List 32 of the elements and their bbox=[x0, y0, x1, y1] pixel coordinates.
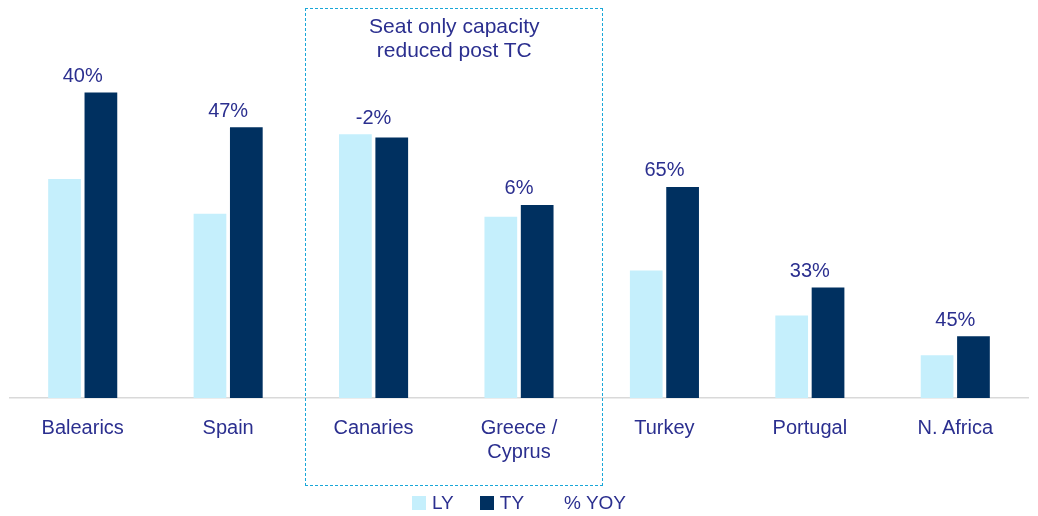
annotation: 47% bbox=[208, 98, 249, 121]
bar bbox=[775, 315, 809, 398]
bar bbox=[193, 213, 227, 398]
x-tick-label: N. Africa bbox=[917, 415, 994, 438]
x-tick-label: Greece / Cyprus bbox=[480, 415, 558, 462]
x-tick-label: Portugal bbox=[772, 415, 848, 438]
text: 40% bbox=[62, 64, 103, 86]
annotation: 6% bbox=[504, 176, 534, 199]
bar bbox=[339, 134, 372, 398]
bar bbox=[229, 127, 263, 398]
annotation: 65% bbox=[644, 158, 685, 181]
annotation: 33% bbox=[789, 258, 831, 281]
bar bbox=[520, 204, 554, 398]
legend-label: TY bbox=[499, 492, 525, 514]
annotation: 45% bbox=[935, 307, 976, 330]
text: Seat only capacity reduced post TC bbox=[368, 14, 541, 62]
bar bbox=[484, 216, 518, 398]
x-tick-label: Spain bbox=[202, 415, 254, 438]
bar bbox=[48, 178, 81, 398]
bar bbox=[84, 92, 118, 398]
legend-label: LY bbox=[431, 492, 454, 514]
bar bbox=[920, 355, 954, 398]
text: % YOY bbox=[564, 492, 627, 514]
x-tick-label: Canaries bbox=[333, 415, 414, 438]
bar bbox=[957, 336, 990, 398]
x-tick-label: Turkey bbox=[634, 415, 695, 438]
annotation: -2% bbox=[355, 105, 392, 128]
bar bbox=[375, 137, 409, 398]
bar bbox=[811, 287, 845, 398]
x-tick-label: Balearics bbox=[41, 415, 124, 438]
bar bbox=[629, 270, 663, 398]
bar bbox=[666, 186, 699, 398]
